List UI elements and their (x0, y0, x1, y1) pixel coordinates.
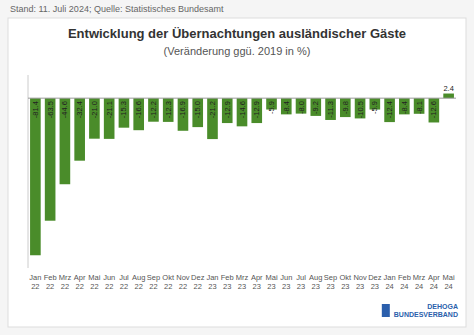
data-label: -15.3 (119, 101, 128, 118)
chart: Stand: 11. Juli 2024; Quelle: Statistisc… (0, 0, 474, 335)
data-label: -81.4 (31, 101, 40, 118)
bar (251, 98, 262, 123)
data-label: -9.8 (341, 101, 350, 114)
data-label: -21.0 (90, 101, 99, 118)
bar (325, 98, 336, 120)
bar (429, 98, 440, 122)
x-tick-label: Nov23 (353, 273, 367, 291)
x-tick-label: Nov22 (176, 273, 190, 291)
subtitle: (Veränderung ggü. 2019 in %) (164, 45, 311, 57)
x-tick-label: Jan23 (206, 273, 218, 291)
x-tick-label: Feb24 (398, 273, 411, 291)
zero-line (28, 98, 456, 99)
bar (178, 98, 189, 131)
bar (237, 98, 248, 126)
logo-icon (382, 304, 390, 317)
bar (74, 98, 85, 161)
x-tick-label: Apr23 (251, 273, 263, 291)
data-label: -5.9 (267, 101, 276, 114)
data-label: -12.9 (223, 101, 232, 118)
bar (340, 98, 351, 117)
x-tick-label: Jun23 (280, 273, 292, 291)
data-label: -9.2 (311, 101, 320, 114)
x-tick-label: Aug22 (132, 273, 145, 291)
bar (30, 98, 41, 255)
bar (104, 98, 115, 139)
bar (89, 98, 100, 139)
data-label: -5.9 (370, 101, 379, 114)
bar (310, 98, 321, 116)
bar (207, 98, 218, 139)
data-label: -63.5 (46, 101, 55, 118)
data-label: -16.9 (178, 101, 187, 118)
bar (60, 98, 71, 184)
x-tick-label: Aug23 (309, 273, 322, 291)
bar (443, 94, 454, 99)
data-label: -32.4 (75, 101, 84, 118)
x-tick-label: Mai23 (265, 273, 277, 291)
bar (119, 98, 130, 128)
bar (133, 98, 144, 130)
data-label: -12.4 (385, 101, 394, 118)
x-tick-label: Okt22 (162, 273, 175, 291)
bars (30, 94, 454, 256)
x-tick-label: Apr24 (428, 273, 440, 291)
source-note: Stand: 11. Juli 2024; Quelle: Statistisc… (10, 4, 224, 14)
x-tick-label: Mai24 (443, 273, 455, 291)
x-tick-label: Mai22 (88, 273, 100, 291)
data-label: 2.4 (443, 84, 453, 93)
data-label: -8.4 (282, 101, 291, 114)
x-tick-label: Dez23 (368, 273, 382, 291)
bar (281, 98, 292, 114)
x-tick-label: Sep22 (147, 273, 160, 291)
x-tick-label: Jul22 (119, 273, 129, 291)
x-tick-label: Mrz24 (413, 273, 426, 291)
data-label: -21.1 (105, 101, 114, 118)
x-tick-label: Sep23 (324, 273, 337, 291)
x-tick-label: Mrz23 (236, 273, 249, 291)
x-tick-label: Okt23 (339, 273, 352, 291)
data-label: -10.5 (356, 101, 365, 118)
x-tick-label: Jul23 (296, 273, 306, 291)
data-label: -16.6 (134, 101, 143, 118)
x-tick-label: Mrz22 (59, 273, 72, 291)
data-label: -12.6 (429, 101, 438, 118)
data-label: -8.0 (297, 101, 306, 114)
data-label: -14.6 (238, 101, 247, 118)
bar (414, 98, 425, 114)
bar (296, 98, 307, 113)
data-label: -12.9 (252, 101, 261, 118)
data-label: -8.1 (415, 101, 424, 114)
data-label: -21.2 (208, 101, 217, 118)
bar (384, 98, 395, 122)
x-tick-label: Jan22 (29, 273, 41, 291)
data-label: -15.0 (193, 101, 202, 118)
bar (192, 98, 203, 127)
data-label: -44.6 (60, 101, 69, 118)
logo-text: DEHOGABUNDESVERBAND (394, 303, 458, 318)
data-label: -8.4 (400, 101, 409, 114)
x-tick-label: Apr22 (74, 273, 86, 291)
y-axis-line (28, 75, 29, 268)
bar (163, 98, 174, 122)
x-tick-label: Dez22 (191, 273, 205, 291)
x-tick-label: Jan24 (384, 273, 396, 291)
bar (148, 98, 159, 122)
bar (222, 98, 233, 123)
bar (399, 98, 410, 114)
data-label: -12.2 (149, 101, 158, 118)
x-tick-label: Feb22 (44, 273, 57, 291)
title: Entwicklung der Übernachtungen ausländis… (68, 26, 406, 41)
x-tick-label: Feb23 (221, 273, 234, 291)
data-label: -11.3 (326, 101, 335, 118)
bar (45, 98, 56, 221)
card (8, 18, 466, 327)
data-label: -12.3 (164, 101, 173, 118)
bar (355, 98, 366, 118)
x-tick-label: Jun22 (103, 273, 115, 291)
